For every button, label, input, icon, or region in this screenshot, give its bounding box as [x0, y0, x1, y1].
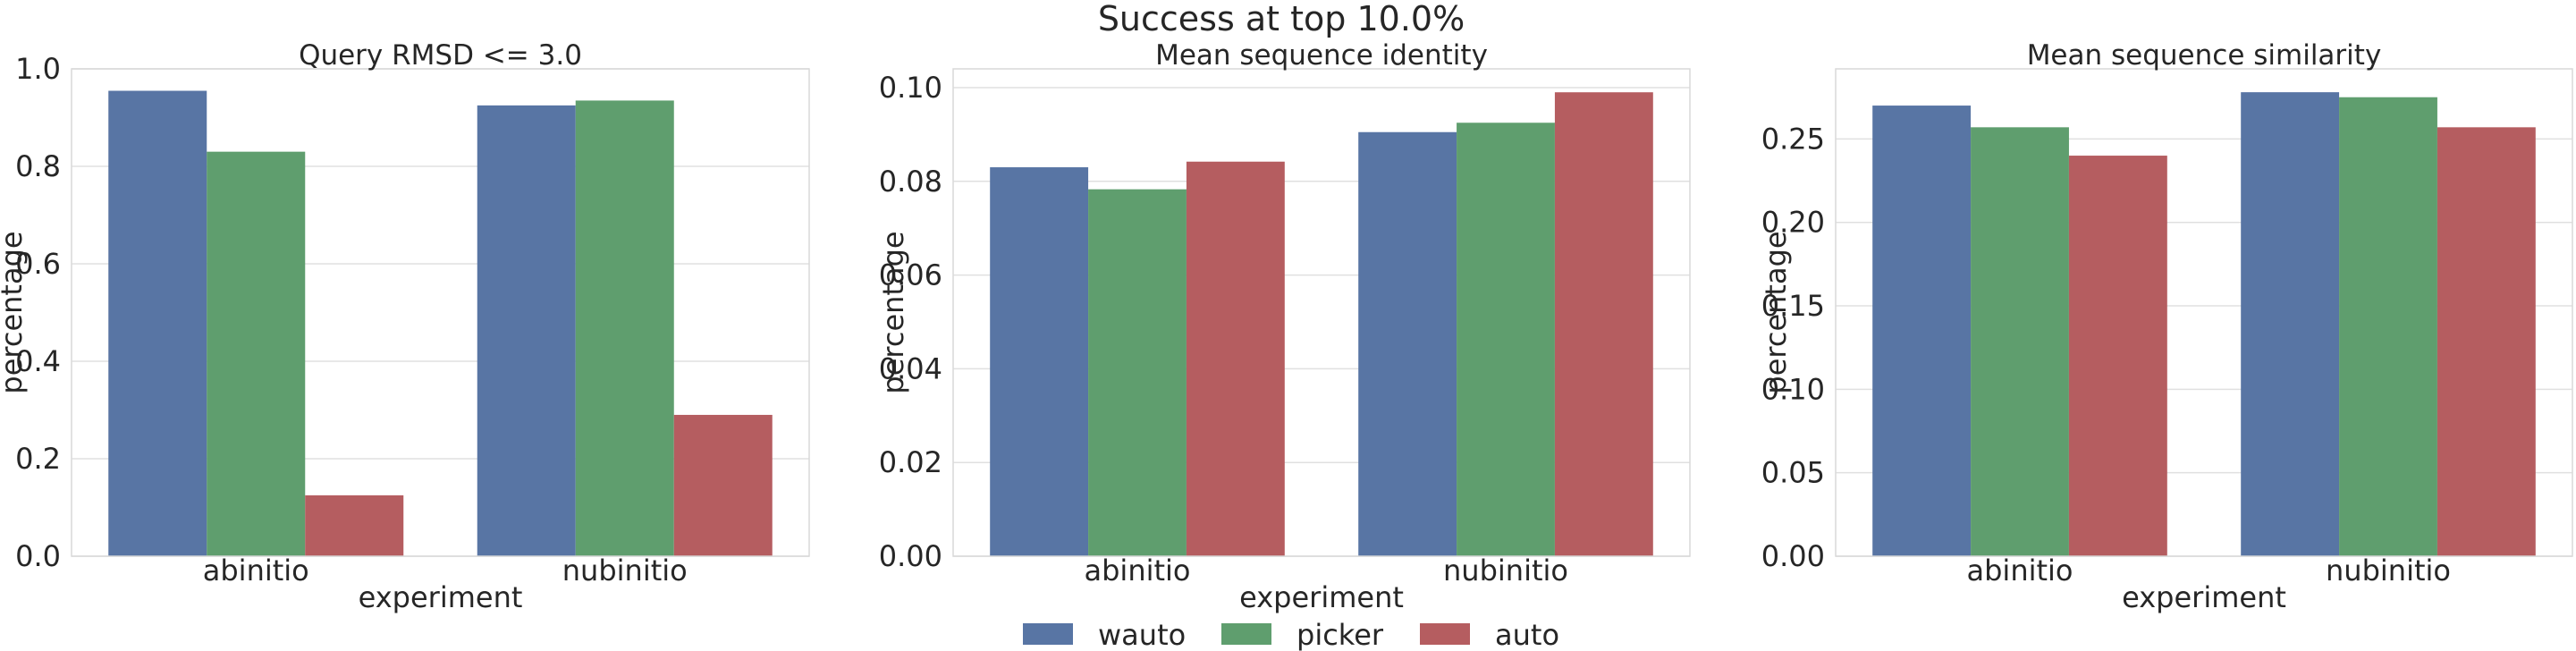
bar-auto-abinitio: [2068, 156, 2167, 556]
y-tick-label: 0.8: [15, 149, 61, 183]
x-axis-label: experiment: [2122, 580, 2286, 614]
y-tick-label: 0.2: [15, 442, 61, 476]
bar-auto-abinitio: [305, 495, 404, 556]
y-tick-label: 0.25: [1761, 122, 1825, 156]
y-tick-label: 0.6: [15, 247, 61, 281]
y-tick-label: 0.10: [879, 71, 942, 105]
x-tick-label: abinitio: [1085, 554, 1191, 588]
y-tick-label: 0.0: [15, 539, 61, 573]
y-tick-label: 0.00: [1761, 539, 1825, 573]
x-axis-label: experiment: [1239, 580, 1404, 614]
bar-auto-abinitio: [1186, 161, 1285, 556]
y-tick-label: 0.10: [1761, 372, 1825, 406]
y-tick-label: 0.04: [879, 351, 942, 385]
legend: wauto picker auto: [1023, 618, 1559, 651]
bar-wauto-abinitio: [990, 167, 1089, 556]
bar-picker-abinitio: [1088, 189, 1187, 556]
y-tick-label: 0.4: [15, 344, 61, 378]
plot-frame: [1835, 68, 2573, 557]
x-tick-label: abinitio: [1967, 554, 2073, 588]
y-tick-label: 0.08: [879, 165, 942, 199]
bar-picker-nubinitio: [1457, 123, 1555, 557]
bar-auto-nubinitio: [2437, 127, 2536, 556]
x-tick-label: abinitio: [203, 554, 309, 588]
legend-label: auto: [1495, 618, 1559, 651]
legend-item-picker: picker: [1221, 618, 1384, 651]
chart-panel-2: 0.00 0.02 0.04 0.06 0.08 0.10 abinitio nubiniti…: [876, 39, 1691, 614]
panels: 0.0 0.2 0.4 0.6 0.8 1.0 abinitio nubinitio exper…: [0, 39, 2573, 614]
bar-auto-nubinitio: [1554, 92, 1653, 557]
bar-wauto-nubinitio: [2241, 92, 2340, 557]
plot-frame: [952, 68, 1691, 557]
chart-panel-1: 0.0 0.2 0.4 0.6 0.8 1.0 abinitio nubinitio exper…: [0, 39, 810, 614]
legend-label: wauto: [1098, 618, 1186, 651]
bar-wauto-abinitio: [108, 90, 207, 556]
bar-auto-nubinitio: [673, 414, 773, 556]
y-tick-label: 0.05: [1761, 456, 1825, 490]
legend-item-wauto: wauto: [1023, 618, 1186, 651]
x-tick-label: nubinitio: [1443, 554, 1568, 588]
legend-swatch: [1221, 623, 1271, 645]
y-axis-label: percentage: [0, 231, 29, 393]
y-tick-label: 1.0: [15, 52, 61, 86]
bar-picker-abinitio: [207, 151, 306, 556]
y-axis-label: percentage: [876, 231, 910, 393]
bar-picker-nubinitio: [575, 100, 674, 557]
legend-item-auto: auto: [1420, 618, 1559, 651]
y-tick-label: 0.15: [1761, 289, 1825, 323]
chart-panel-3: 0.00 0.05 0.10 0.15 0.20 0.25 abinitio nubiniti…: [1759, 39, 2573, 614]
figure-suptitle: Success at top 10.0%: [1098, 0, 1465, 38]
y-tick-label: 0.02: [879, 445, 942, 479]
bar-wauto-nubinitio: [1358, 131, 1457, 557]
x-tick-label: nubinitio: [2326, 554, 2451, 588]
x-tick-label: nubinitio: [562, 554, 688, 588]
y-axis-label: percentage: [1759, 231, 1793, 393]
legend-label: picker: [1296, 618, 1384, 651]
bar-picker-abinitio: [1971, 127, 2069, 556]
plot-frame: [71, 68, 810, 557]
bar-picker-nubinitio: [2339, 97, 2437, 557]
bar-wauto-abinitio: [1872, 106, 1972, 556]
chart-title: Mean sequence identity: [1155, 39, 1488, 72]
x-axis-label: experiment: [359, 580, 523, 614]
y-tick-label: 0.06: [879, 258, 942, 292]
bar-wauto-nubinitio: [477, 105, 576, 556]
legend-swatch: [1420, 623, 1470, 645]
legend-swatch: [1023, 623, 1073, 645]
y-tick-label: 0.20: [1761, 206, 1825, 240]
y-tick-label: 0.00: [879, 539, 942, 573]
chart-title: Query RMSD <= 3.0: [299, 39, 582, 72]
chart-title: Mean sequence similarity: [2027, 39, 2382, 72]
